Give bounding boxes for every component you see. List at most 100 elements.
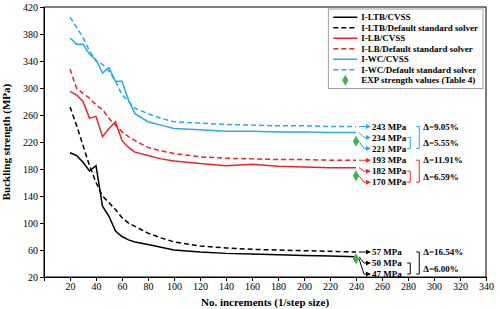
x-tick: 280 (401, 277, 416, 292)
annotation-label: 47 MPa (372, 269, 402, 279)
x-axis-line (45, 278, 487, 282)
y-tick: 60 (28, 245, 44, 256)
delta-label: Δ=9.05% (423, 122, 459, 132)
legend-swatch (333, 27, 357, 29)
y-tick: 220 (23, 137, 44, 148)
annotation-label: 50 MPa (372, 258, 402, 268)
x-tick: 220 (323, 277, 338, 292)
x-tick: 20 (66, 277, 76, 292)
delta-label: Δ=6.00% (423, 264, 459, 274)
annotation-label: 193 MPa (372, 155, 407, 165)
x-tick-label: 160 (245, 281, 260, 292)
y-tick: 20 (28, 272, 44, 283)
x-tick-label: 100 (167, 281, 182, 292)
delta-bracket (416, 126, 419, 148)
y-tick: 260 (23, 110, 44, 121)
y-tick: 420 (23, 2, 44, 13)
x-tick: 340 (479, 277, 494, 292)
annotation-arrow (359, 257, 370, 263)
y-tick-mark (40, 61, 44, 62)
delta-label: Δ=16.54% (423, 247, 463, 257)
legend-item: I-LB/Default standard solver (333, 44, 473, 54)
annotation-label: 243 MPa (372, 122, 407, 132)
annotation-label: 170 MPa (372, 177, 407, 187)
data-point (353, 136, 359, 147)
chart: 20 40 60 80 100 120 140 160 180 200 220 240 260 280 30… (0, 0, 500, 309)
x-tick: 200 (297, 277, 312, 292)
series-line (70, 153, 356, 257)
y-tick-label: 140 (23, 191, 38, 202)
x-axis-title: No. increments (1/step size) (201, 296, 329, 309)
x-tick: 160 (245, 277, 260, 292)
y-tick: 340 (23, 56, 44, 67)
annotation-arrow (359, 259, 370, 274)
y-tick-label: 380 (23, 29, 38, 40)
y-tick-label: 60 (28, 245, 38, 256)
x-tick: 240 (349, 277, 364, 292)
x-tick-label: 60 (118, 281, 128, 292)
annotation-label: 221 MPa (372, 144, 407, 154)
y-tick-label: 100 (23, 218, 38, 229)
x-tick: 40 (92, 277, 102, 292)
y-tick-label: 220 (23, 137, 38, 148)
annotation-arrow (359, 168, 370, 172)
series-line (70, 38, 356, 133)
legend-swatch (333, 17, 357, 19)
series-line (70, 69, 356, 160)
x-tick-label: 240 (349, 281, 364, 292)
y-tick: 300 (23, 83, 44, 94)
legend-label: I-WC/Default standard solver (361, 65, 476, 75)
x-tick-label: 320 (453, 281, 468, 292)
legend: I-LTB/CVSSI-LTB/Default standard solverI… (328, 9, 483, 89)
annotation-label: 182 MPa (372, 166, 407, 176)
x-tick: 260 (375, 277, 390, 292)
x-tick-label: 260 (375, 281, 390, 292)
delta-bracket (416, 160, 419, 182)
y-tick-mark (40, 223, 44, 224)
x-tick-label: 180 (271, 281, 286, 292)
annotations: 243 MPa234 MPa221 MPa193 MPa182 MPa170 M… (359, 122, 463, 280)
x-tick-label: 80 (144, 281, 154, 292)
y-tick: 180 (23, 164, 44, 175)
annotation-label: 234 MPa (372, 133, 407, 143)
legend-item: I-LTB/Default standard solver (333, 23, 478, 33)
legend-item: I-WC/CVSS (333, 54, 409, 64)
x-tick-label: 300 (427, 281, 442, 292)
x-tick: 140 (219, 277, 234, 292)
legend-swatch (342, 75, 348, 86)
y-tick: 100 (23, 218, 44, 229)
y-tick-mark (40, 250, 44, 251)
y-tick-mark (40, 115, 44, 116)
x-tick: 60 (118, 277, 128, 292)
x-tick-label: 20 (66, 281, 76, 292)
legend-label: I-WC/CVSS (361, 54, 409, 64)
data-point (353, 253, 359, 264)
x-tick: 100 (167, 277, 182, 292)
annotation-arrow (359, 141, 370, 148)
annotation-arrow (359, 133, 370, 138)
y-tick-mark (40, 169, 44, 170)
legend-swatch (333, 38, 357, 40)
y-tick-label: 300 (23, 83, 38, 94)
y-tick-mark (40, 88, 44, 89)
x-axis: 20 40 60 80 100 120 140 160 180 200 220 240 260 280 30… (45, 277, 495, 292)
legend-item: I-LTB/CVSS (333, 12, 410, 22)
y-tick-mark (40, 7, 44, 8)
annotation-label: 57 MPa (372, 247, 402, 257)
y-tick-label: 180 (23, 164, 38, 175)
y-tick-mark (40, 142, 44, 143)
legend-label: I-LB/CVSS (361, 33, 405, 43)
x-tick: 320 (453, 277, 468, 292)
x-tick-label: 140 (219, 281, 234, 292)
delta-label: Δ=6.59% (423, 172, 459, 182)
x-tick: 180 (271, 277, 286, 292)
annotation-arrow (359, 126, 370, 127)
annotation-arrow (359, 176, 370, 182)
y-tick-mark (40, 34, 44, 35)
x-tick: 120 (193, 277, 208, 292)
legend-item: I-LB/CVSS (333, 33, 405, 43)
y-tick-label: 420 (23, 2, 38, 13)
delta-bracket (407, 171, 410, 182)
legend-label: I-LTB/CVSS (361, 12, 410, 22)
legend-swatch (333, 69, 357, 71)
